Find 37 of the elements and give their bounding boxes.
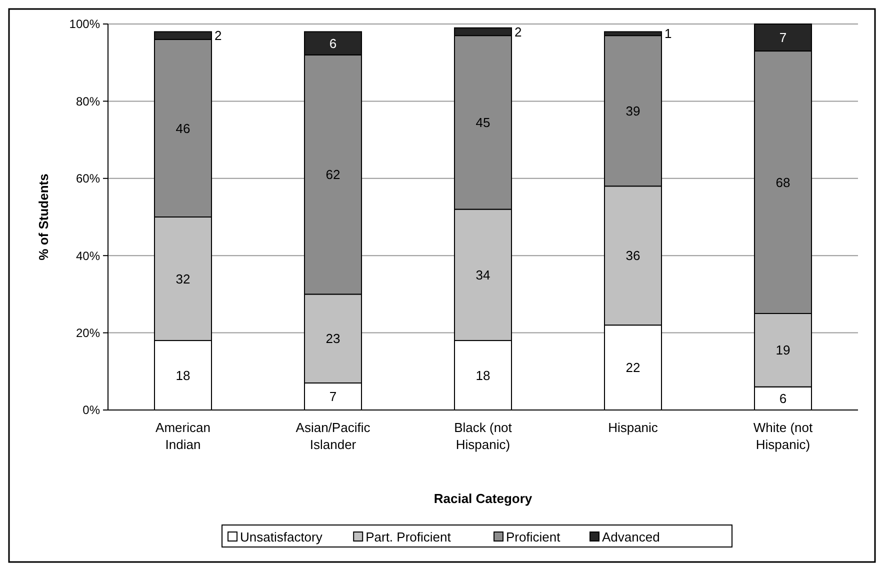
legend-label: Proficient [506,530,561,545]
y-tick-label: 40% [76,248,100,263]
y-tick-label: 0% [82,403,100,418]
data-label: 18 [476,368,490,383]
data-label: 2 [214,28,222,44]
data-label: 19 [776,342,790,358]
x-tick-label: Black (not Hispanic) [454,420,512,452]
data-label: 45 [476,114,490,130]
data-label: 6 [779,390,787,406]
data-label: 32 [176,271,190,286]
data-label: 62 [326,167,340,182]
data-label: 7 [329,389,337,404]
y-tick-label: 20% [76,326,100,340]
x-tick-label: American Indian [156,420,210,452]
data-label: 23 [326,331,340,346]
x-tick-label: Hispanic [608,420,658,435]
y-axis-title: % of Students [36,174,51,260]
data-label: 6 [329,36,337,51]
data-label: 1 [664,26,672,42]
data-label: 36 [626,248,640,264]
data-label: 46 [176,120,190,136]
legend-label: Advanced [602,530,660,545]
data-label: 22 [626,360,640,376]
y-tick-label: 100% [69,17,100,32]
data-label: 18 [176,368,190,383]
x-axis-title: Racial Category [434,491,533,506]
data-label: 34 [476,267,490,282]
x-tick-label: Asian/Pacific Islander [296,420,371,452]
data-label: 2 [514,24,522,40]
x-tick-label: White (not Hispanic) [753,420,814,452]
data-label: 7 [779,30,787,46]
data-label: 68 [776,174,790,190]
y-tick-label: 60% [76,172,100,186]
y-tick-label: 80% [76,94,100,108]
legend-label: Unsatisfactory [240,530,323,545]
data-label: 39 [626,103,640,118]
legend-label: Part. Proficient [366,530,452,545]
